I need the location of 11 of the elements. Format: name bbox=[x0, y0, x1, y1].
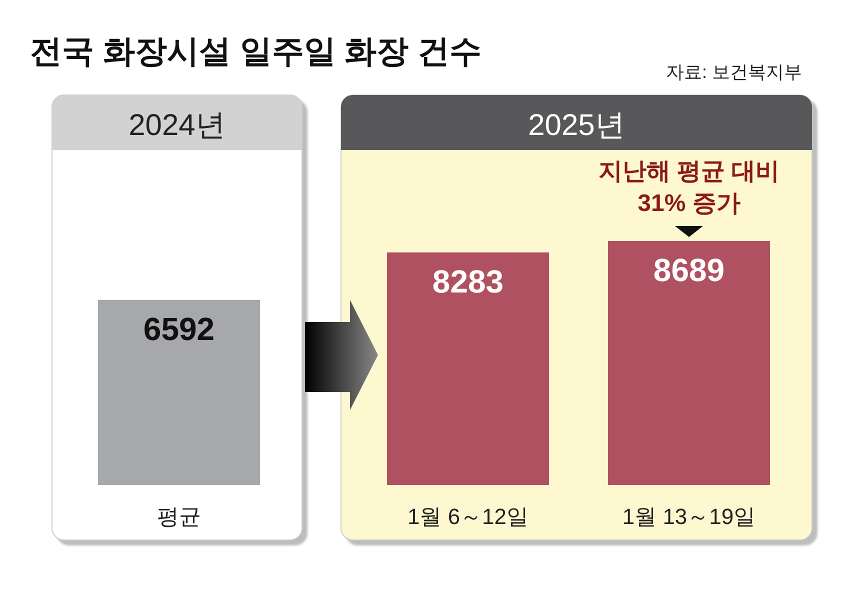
data-label: 8283 bbox=[432, 263, 504, 300]
text: 자료: 보건복지부 bbox=[666, 62, 802, 82]
data-label: 8689 bbox=[653, 252, 725, 288]
band-label: 2024년 bbox=[128, 109, 226, 142]
band-label: 2025년 bbox=[528, 109, 625, 142]
x-tick-label: 1월 13～19일 bbox=[622, 504, 756, 529]
x-tick-label: 평균 bbox=[157, 504, 201, 529]
annotation: 지난해 평균 대비 31% 증가 bbox=[598, 158, 780, 217]
x-tick-label: 1월 6～12일 bbox=[407, 504, 529, 529]
data-label: 6592 bbox=[143, 310, 215, 347]
chart-title: 전국 화장시설 일주일 화장 건수 bbox=[30, 33, 482, 69]
